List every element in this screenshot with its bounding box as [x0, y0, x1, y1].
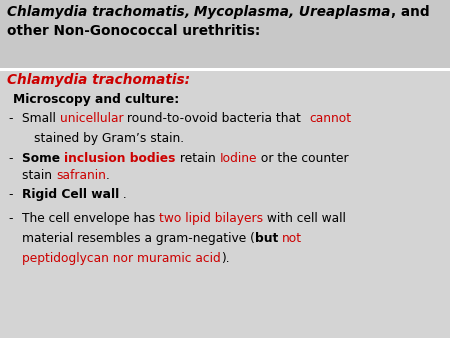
Text: retain: retain: [176, 152, 220, 165]
Text: -: -: [8, 212, 13, 225]
Text: material resembles a gram-negative (: material resembles a gram-negative (: [22, 232, 255, 245]
Text: peptidoglycan nor muramic acid: peptidoglycan nor muramic acid: [22, 252, 221, 265]
Text: Rigid Cell wall: Rigid Cell wall: [22, 188, 119, 201]
Text: .: .: [119, 188, 127, 201]
Text: two lipid bilayers: two lipid bilayers: [159, 212, 263, 225]
Text: Chlamydia trachomatis: Chlamydia trachomatis: [7, 5, 184, 19]
Text: round-to-ovoid bacteria that: round-to-ovoid bacteria that: [123, 112, 309, 125]
Text: Microscopy and culture:: Microscopy and culture:: [13, 93, 179, 106]
Text: Iodine: Iodine: [220, 152, 257, 165]
Bar: [0, 0, 450, 68]
Text: stain: stain: [22, 169, 56, 182]
Text: other Non-Gonococcal urethritis:: other Non-Gonococcal urethritis:: [7, 24, 260, 38]
Text: but: but: [255, 232, 278, 245]
Text: Chlamydia trachomatis:: Chlamydia trachomatis:: [7, 73, 190, 87]
Text: or the counter: or the counter: [257, 152, 348, 165]
Text: with cell wall: with cell wall: [263, 212, 346, 225]
Text: safranin: safranin: [56, 169, 106, 182]
Text: Some: Some: [22, 152, 64, 165]
Bar: [0, 68, 450, 71]
Text: The cell envelope has: The cell envelope has: [22, 212, 159, 225]
Text: .: .: [106, 169, 110, 182]
Text: Small: Small: [22, 112, 60, 125]
Text: -: -: [8, 152, 13, 165]
Text: inclusion bodies: inclusion bodies: [64, 152, 176, 165]
Text: -: -: [8, 112, 13, 125]
Text: , and: , and: [391, 5, 430, 19]
Text: not: not: [282, 232, 302, 245]
Text: unicellular: unicellular: [60, 112, 123, 125]
Text: ).: ).: [221, 252, 230, 265]
Text: -: -: [8, 188, 13, 201]
Text: cannot: cannot: [309, 112, 351, 125]
Text: , Mycoplasma, Ureaplasma: , Mycoplasma, Ureaplasma: [184, 5, 391, 19]
Text: stained by Gram’s stain.: stained by Gram’s stain.: [34, 132, 184, 145]
